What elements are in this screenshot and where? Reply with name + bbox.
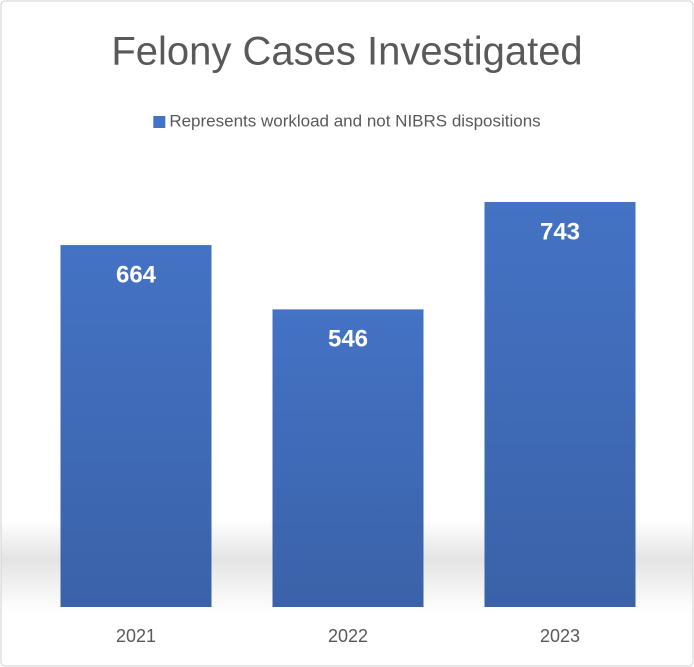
- chart-title: Felony Cases Investigated: [111, 30, 582, 74]
- legend-label: Represents workload and not NIBRS dispos…: [169, 111, 540, 130]
- legend-swatch: [153, 116, 166, 128]
- x-tick-label: 2021: [116, 626, 156, 646]
- bar-shade: [484, 202, 636, 607]
- data-label: 546: [328, 326, 368, 353]
- data-label: 743: [540, 218, 580, 245]
- bar-shade: [60, 245, 212, 608]
- x-tick-label: 2022: [328, 626, 368, 646]
- bar-shade: [272, 309, 424, 607]
- data-label: 664: [116, 261, 157, 288]
- x-tick-label: 2023: [540, 626, 580, 646]
